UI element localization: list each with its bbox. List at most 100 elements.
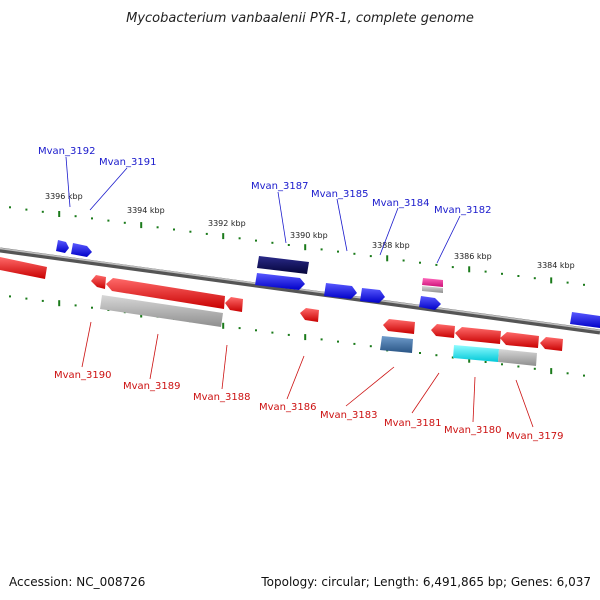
scale-top-major-tick: [468, 266, 471, 273]
gene-Mvan_3183-red[interactable]: [383, 319, 415, 334]
label-Mvan_3182[interactable]: Mvan_3182: [434, 205, 491, 216]
gene-Mvan_3182[interactable]: [419, 296, 441, 310]
label-Mvan_3181[interactable]: Mvan_3181: [384, 418, 441, 429]
leader-Mvan_3183: [345, 366, 395, 407]
scale-top-dot: [353, 252, 356, 255]
scale-bottom-major-tick: [222, 322, 225, 329]
scale-top-dot: [583, 283, 585, 286]
scale-top-dot: [74, 215, 77, 218]
scale-bottom-dot: [517, 365, 520, 368]
scale-bottom-dot: [501, 363, 503, 366]
gene-Mvan_3191[interactable]: [71, 243, 92, 257]
tick-label-3390: 3390 kbp: [290, 231, 328, 240]
gene-Mvan_3189[interactable]: [106, 278, 225, 309]
scale-top-major-tick: [58, 211, 61, 217]
scale-top-dot: [566, 281, 569, 284]
label-Mvan_3179[interactable]: Mvan_3179: [506, 431, 563, 442]
scale-bottom-dot: [74, 304, 77, 307]
scale-bottom-major-tick: [58, 300, 61, 307]
scale-bottom-dot: [255, 329, 257, 332]
label-Mvan_3180[interactable]: Mvan_3180: [444, 425, 501, 436]
scale-arc-top: [9, 206, 585, 286]
label-Mvan_3188[interactable]: Mvan_3188: [193, 392, 250, 403]
scale-top-dot: [205, 232, 208, 235]
gene-Mvan_3183[interactable]: [380, 336, 413, 353]
leader-Mvan_3182: [436, 215, 461, 264]
label-Mvan_3186[interactable]: Mvan_3186: [259, 402, 316, 413]
label-Mvan_3192[interactable]: Mvan_3192: [38, 146, 95, 157]
reverse-gene-labels: Mvan_3190 Mvan_3189 Mvan_3188 Mvan_3186 …: [54, 321, 563, 442]
gene-Mvan_3187[interactable]: [257, 256, 309, 274]
gene-edge-right[interactable]: [570, 312, 600, 328]
gene-Mvan_3180[interactable]: [453, 345, 499, 362]
gene-Mvan_3181[interactable]: [431, 324, 455, 338]
genome-summary-text: Topology: circular; Length: 6,491,865 bp…: [260, 575, 591, 589]
leader-Mvan_3185: [336, 198, 348, 252]
chromosome-axis-highlight: [0, 247, 600, 332]
scale-bottom-major-tick: [304, 334, 307, 341]
gene-Mvan_3192[interactable]: [56, 240, 69, 253]
gene-Mvan_3187b[interactable]: [255, 273, 305, 290]
scale-bottom-dot: [419, 352, 421, 354]
scale-bottom-dot: [25, 297, 28, 300]
gene-Mvan_3182-pseudo[interactable]: [422, 286, 443, 293]
scale-bottom-dot: [583, 374, 585, 377]
scale-bottom-dot: [41, 299, 44, 302]
gene-Mvan_3186[interactable]: [300, 308, 319, 322]
scale-bottom-dot: [287, 333, 290, 336]
label-Mvan_3189[interactable]: Mvan_3189: [123, 381, 180, 392]
leader-Mvan_3179: [515, 379, 534, 428]
chromosome-axis: [0, 247, 600, 335]
scale-top-dot: [451, 266, 454, 269]
scale-top-dot: [501, 272, 503, 275]
scale-top-dot: [337, 250, 339, 253]
scale-tick-labels: 3396 kbp 3394 kbp 3392 kbp 3390 kbp 3388…: [45, 192, 575, 270]
scale-bottom-dot: [451, 356, 454, 359]
gene-Mvan_3179[interactable]: [500, 332, 539, 348]
reverse-genes: [0, 257, 563, 366]
accession-text: Accession: NC_008726: [9, 575, 145, 589]
gene-Mvan_3184[interactable]: [360, 288, 385, 303]
gene-Mvan_3188[interactable]: [225, 297, 243, 312]
gene-Mvan_3185[interactable]: [324, 283, 357, 299]
scale-top-dot: [123, 221, 126, 224]
scale-top-dot: [484, 270, 487, 273]
gene-Mvan_3190[interactable]: [91, 275, 106, 289]
scale-top-dot: [25, 208, 28, 211]
scale-top-dot: [271, 241, 274, 244]
scale-top-dot: [255, 239, 257, 242]
scale-top-dot: [156, 226, 159, 229]
scale-top-dot: [533, 277, 536, 280]
scale-top-major-tick: [222, 233, 225, 240]
leader-Mvan_3192: [65, 156, 71, 208]
gene-Mvan_3182-pink[interactable]: [422, 278, 443, 287]
leader-Mvan_3188: [221, 344, 228, 390]
gene-edge-left[interactable]: [0, 257, 47, 279]
label-Mvan_3190[interactable]: Mvan_3190: [54, 370, 111, 381]
scale-top-dot: [189, 230, 192, 233]
leader-Mvan_3189: [149, 333, 159, 380]
scale-top-dot: [435, 263, 438, 266]
label-Mvan_3187[interactable]: Mvan_3187: [251, 181, 308, 192]
scale-bottom-major-tick: [468, 356, 471, 363]
scale-top-dot: [238, 237, 241, 240]
tick-label-3384: 3384 kbp: [537, 261, 575, 270]
map-title: Mycobacterium vanbaalenii PYR-1, complet…: [126, 11, 474, 26]
label-Mvan_3185[interactable]: Mvan_3185: [311, 189, 368, 200]
leader-Mvan_3190: [81, 321, 92, 368]
scale-bottom-dot: [353, 342, 356, 345]
gene-Mvan_3179-pseudo[interactable]: [498, 349, 537, 366]
label-Mvan_3184[interactable]: Mvan_3184: [372, 198, 429, 209]
scale-bottom-dot: [91, 306, 93, 309]
scale-bottom-dot: [271, 331, 274, 334]
scale-bottom-dot: [320, 338, 323, 341]
gene-Mvan_3178[interactable]: [540, 337, 563, 351]
gene-Mvan_3180-red[interactable]: [455, 327, 501, 344]
tick-label-3396: 3396 kbp: [45, 192, 83, 201]
gene-Mvan_3189-pseudo[interactable]: [100, 295, 223, 327]
scale-bottom-major-tick: [550, 368, 553, 375]
scale-top-dot: [41, 210, 44, 213]
label-Mvan_3191[interactable]: Mvan_3191: [99, 157, 156, 168]
tick-label-3388: 3388 kbp: [372, 241, 410, 250]
label-Mvan_3183[interactable]: Mvan_3183: [320, 410, 377, 421]
